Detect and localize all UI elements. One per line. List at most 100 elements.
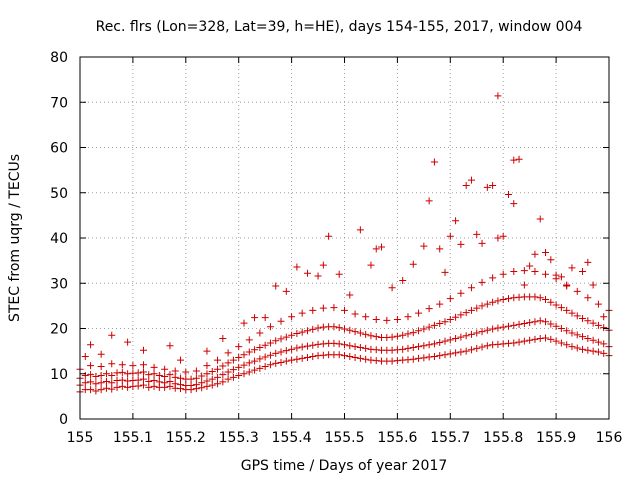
data-point (579, 315, 587, 323)
data-point (409, 329, 417, 337)
data-point (467, 346, 475, 354)
data-point (155, 372, 163, 380)
data-point (240, 370, 248, 378)
data-point (177, 356, 185, 364)
data-point (341, 341, 348, 349)
data-point (526, 336, 534, 344)
data-point (494, 92, 502, 100)
data-point (118, 361, 126, 369)
y-tick-label: 80 (50, 50, 68, 66)
data-point (261, 341, 269, 349)
data-point (145, 377, 153, 385)
data-point (150, 370, 158, 378)
data-point (92, 380, 100, 388)
data-point (452, 349, 460, 357)
data-point (81, 353, 89, 361)
data-point (563, 282, 571, 290)
data-point (478, 278, 486, 286)
data-point (177, 374, 185, 382)
data-point (547, 256, 555, 264)
data-point (430, 353, 438, 361)
data-point (457, 289, 465, 297)
data-point (145, 383, 153, 391)
y-tick-label: 50 (50, 186, 68, 202)
data-point (478, 328, 486, 336)
x-tick-label: 155.2 (166, 430, 206, 446)
data-point (356, 344, 364, 352)
data-point (256, 344, 264, 352)
data-point (245, 336, 253, 344)
data-point (346, 353, 354, 361)
data-point (219, 378, 227, 386)
x-tick-label: 156 (596, 430, 623, 446)
data-point (261, 353, 269, 361)
data-point (584, 346, 592, 354)
data-point (129, 362, 137, 370)
data-point (124, 383, 132, 391)
data-point (177, 381, 185, 389)
data-point (266, 361, 274, 369)
data-point (341, 306, 348, 314)
data-point (399, 277, 407, 285)
data-point (139, 346, 147, 354)
data-point (404, 313, 412, 321)
data-point (155, 378, 163, 386)
data-point (303, 327, 311, 335)
data-point (589, 319, 597, 327)
data-point (462, 309, 470, 317)
data-point (446, 295, 454, 303)
data-point (510, 339, 518, 347)
data-point (171, 367, 179, 375)
data-point (499, 323, 507, 331)
data-point (531, 267, 539, 275)
data-point (298, 309, 306, 317)
data-point (102, 384, 110, 392)
data-point (483, 342, 491, 350)
data-point (346, 326, 354, 334)
data-point (293, 263, 301, 271)
data-point (282, 333, 290, 341)
data-point (457, 333, 465, 341)
data-point (420, 354, 428, 362)
data-point (568, 264, 576, 272)
data-point (478, 302, 486, 310)
data-point (589, 336, 597, 344)
data-point (393, 332, 401, 340)
data-point (499, 296, 507, 304)
data-point (430, 158, 438, 166)
data-point (134, 369, 142, 377)
x-tick-label: 155.9 (536, 430, 576, 446)
y-tick-labels: 0 10 20 30 40 50 60 70 80 (50, 50, 68, 428)
y-axis-label: STEC from uqrg / TECUs (7, 154, 23, 322)
data-point (399, 345, 407, 353)
data-point (102, 370, 110, 378)
data-point (235, 363, 243, 371)
data-point (557, 325, 565, 332)
data-point (81, 372, 89, 380)
data-point (542, 270, 550, 278)
data-point (293, 355, 301, 363)
data-point (446, 232, 454, 240)
data-point (224, 375, 232, 383)
data-point (145, 371, 153, 379)
data-point (436, 245, 444, 253)
data-point (520, 267, 528, 275)
data-point (584, 294, 592, 302)
data-point (425, 305, 433, 313)
y-tick-label: 60 (50, 141, 68, 157)
data-point (261, 314, 269, 322)
x-tick-labels: 155 155.1 155.2 155.3 155.4 155.5 155.6 155.7 15… (67, 430, 623, 446)
data-point (425, 197, 433, 205)
data-point (81, 379, 89, 387)
data-point (240, 361, 248, 369)
data-point (235, 353, 243, 361)
data-point (542, 248, 550, 256)
x-axis-label: GPS time / Days of year 2017 (241, 458, 448, 474)
data-point (520, 337, 528, 345)
data-point (166, 371, 174, 379)
data-point (600, 324, 608, 332)
data-point (510, 321, 518, 329)
data-point (436, 352, 444, 360)
data-point (235, 372, 243, 380)
